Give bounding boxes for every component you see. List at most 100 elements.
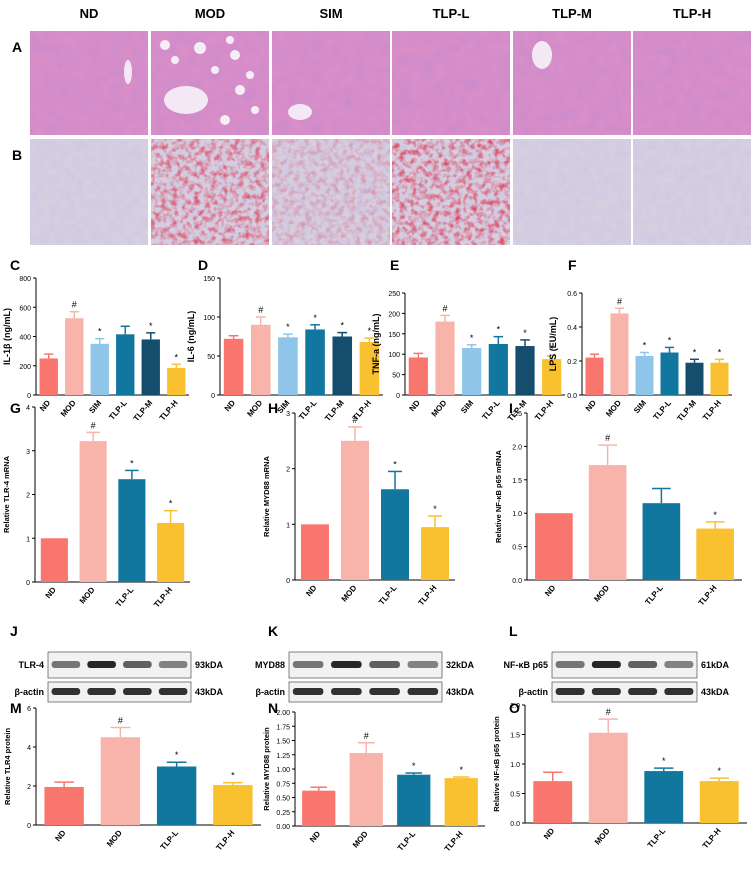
protein-band [292, 661, 324, 668]
y-axis-label: Relative MYD88 mRNA [262, 455, 271, 536]
y-tick-label: 1.75 [276, 724, 290, 731]
panel-label-n: N [268, 700, 278, 716]
actin-band [87, 688, 116, 695]
significance-mark: * [717, 766, 721, 776]
significance-mark: * [175, 750, 179, 760]
y-tick-label: 1.0 [510, 762, 520, 769]
y-tick-label: 50 [392, 373, 400, 380]
x-tick-label: SIM [632, 398, 648, 415]
significance-mark: * [130, 458, 134, 468]
x-tick-label: MOD [430, 398, 449, 418]
chart-g: G 0 1 2 3 4 Relative TLR-4 mRNA ND # MOD * TLP-L * TL… [2, 400, 190, 609]
significance-mark: * [340, 321, 344, 331]
group-header-nd: ND [80, 6, 99, 21]
panel-label-h: H [268, 400, 278, 416]
significance-mark: * [497, 325, 501, 335]
y-tick-label: 0.4 [567, 325, 577, 332]
x-tick-label: SIM [459, 398, 475, 415]
x-tick-label: TLP-H [416, 583, 438, 607]
bar-mod [79, 441, 107, 582]
significance-mark: * [174, 352, 178, 362]
chart-o: O 0.0 0.5 1.0 1.5 2.0 Relative NF-κB p65 prote… [492, 700, 747, 850]
x-tick-label: ND [304, 583, 318, 598]
x-tick-label: TLP-H [701, 398, 723, 422]
blot-control-label: β-actin [519, 687, 549, 697]
chart-f: F 0.0 0.2 0.4 0.6 LPS (EU/mL) ND # MOD * SIM * TLP-L… [548, 257, 732, 423]
y-axis-label: Relative MYD88 protein [262, 727, 271, 811]
protein-band [555, 661, 585, 668]
x-tick-label: TLP-L [114, 585, 136, 608]
western-blot-k: K MYD88 β-actin 32kDA 43kDA [255, 623, 475, 703]
bar-tlp-l [660, 352, 679, 395]
y-tick-label: 0 [286, 578, 290, 585]
y-tick-label: 2.0 [512, 444, 522, 451]
x-tick-label: MOD [105, 828, 124, 848]
chart-i: I 0.0 0.5 1.0 1.5 2.0 2.5 Relative NF-κB p65 mR… [494, 400, 742, 607]
significance-mark: * [286, 322, 290, 332]
vessel-lumen [164, 86, 208, 114]
y-tick-label: 0.25 [276, 810, 290, 817]
panel-label-j: J [10, 623, 18, 639]
lipid-droplet-staining [392, 139, 510, 245]
x-tick-label: ND [408, 398, 422, 413]
bar-sim [462, 348, 482, 395]
y-axis-label: IL-6 (ng/mL) [186, 311, 196, 363]
blot-membrane [551, 681, 698, 703]
bar-tlp-h [699, 781, 739, 823]
bar-tlp-h [167, 367, 186, 395]
x-tick-label: ND [543, 583, 557, 598]
significance-mark: # [442, 303, 447, 313]
y-axis-label: IL-1β (ng/mL) [2, 308, 12, 365]
protein-band [369, 661, 400, 668]
lipid-vacuole [194, 42, 206, 54]
panel-label-d: D [198, 257, 208, 273]
y-tick-label: 2 [286, 467, 290, 474]
protein-band [664, 661, 694, 668]
bar-nd [44, 786, 84, 825]
significance-mark: * [433, 504, 437, 514]
y-axis-label: Relative TLR-4 mRNA [2, 455, 11, 533]
y-tick-label: 3 [26, 449, 30, 456]
group-header-tlp-h: TLP-H [673, 6, 711, 21]
y-axis-label: LPS (EU/mL) [548, 317, 558, 372]
x-tick-label: MOD [592, 583, 611, 603]
y-tick-label: 1.50 [276, 739, 290, 746]
y-axis-label: TNF-a (ng/mL) [371, 314, 381, 375]
vessel-lumen [288, 104, 312, 120]
x-tick-label: MOD [78, 585, 97, 605]
blot-target-size: 61kDA [701, 660, 730, 670]
bar-tlp-l [644, 771, 684, 823]
blot-control-label: β-actin [15, 687, 45, 697]
x-tick-label: TLP-H [214, 828, 236, 852]
protein-band [87, 661, 116, 668]
x-tick-label: TLP-L [643, 583, 665, 606]
chart-n: N 0.00 0.25 0.50 0.75 1.00 1.25 1.50 1.75 2.00 Rel… [262, 700, 485, 853]
vessel-lumen [124, 60, 132, 84]
significance-mark: * [662, 756, 666, 766]
bar-mod [588, 465, 627, 580]
x-tick-label: MOD [340, 583, 359, 603]
y-tick-label: 0 [211, 393, 215, 400]
actin-band [331, 688, 362, 695]
blot-membrane [288, 681, 443, 703]
y-tick-label: 250 [388, 291, 400, 298]
blot-control-size: 43kDA [195, 687, 224, 697]
y-tick-label: 0.5 [512, 545, 522, 552]
bar-tlp-h [213, 785, 253, 825]
y-tick-label: 100 [203, 315, 215, 322]
actin-band [555, 688, 585, 695]
bar-mod [435, 321, 455, 395]
blot-target-label: NF-κB p65 [503, 660, 548, 670]
significance-mark: * [313, 313, 317, 323]
significance-mark: # [605, 433, 610, 443]
y-tick-label: 0 [27, 393, 31, 400]
bar-tlp-l [381, 489, 409, 580]
bar-mod [65, 318, 84, 395]
x-tick-label: TLP-M [323, 398, 346, 423]
x-tick-label: TLP-L [377, 583, 399, 606]
lipid-vacuole [211, 66, 219, 74]
x-tick-label: ND [38, 398, 52, 413]
significance-mark: * [550, 344, 554, 354]
lipid-vacuole [230, 50, 240, 60]
